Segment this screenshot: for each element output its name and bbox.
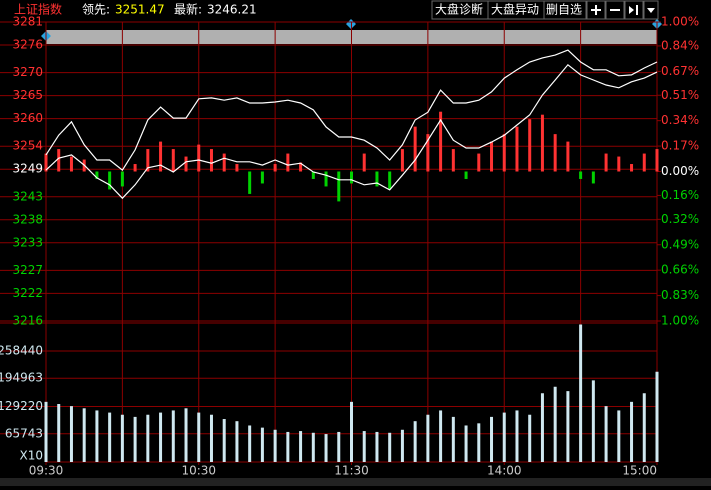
y2-tick-label: 1.00% <box>661 314 699 328</box>
y-tick-label: 3270 <box>12 65 43 79</box>
lead-value: 3251.47 <box>115 3 165 17</box>
y2-tick-label: 0.83% <box>661 288 699 302</box>
index-name: 上证指数 <box>14 2 62 17</box>
button[interactable] <box>543 0 587 20</box>
button-label[interactable]: 大盘异动 <box>491 2 539 17</box>
x-tick-label: 10:30 <box>181 464 216 478</box>
volume-unit: X10 <box>20 449 44 463</box>
y-tick-label: 3216 <box>12 314 43 328</box>
volume-tick-label: 65743 <box>5 426 43 440</box>
y-tick-label: 3238 <box>12 212 43 226</box>
x-tick-label: 11:30 <box>334 464 369 478</box>
volume-tick-label: 258440 <box>0 343 43 357</box>
button-label[interactable]: 大盘诊断 <box>435 2 483 17</box>
price-line <box>45 49 658 171</box>
y-tick-label: 3233 <box>12 235 43 249</box>
y-tick-label: 3243 <box>12 189 43 203</box>
price-line <box>45 63 658 200</box>
y2-tick-label: 0.32% <box>661 212 699 226</box>
window-icons[interactable] <box>586 0 659 20</box>
x-tick-label: 14:00 <box>487 464 522 478</box>
y2-tick-label: 0.34% <box>661 113 699 127</box>
tab-strip <box>0 478 711 486</box>
y-tick-label: 3222 <box>12 286 43 300</box>
y2-tick-label: 0.51% <box>661 88 699 102</box>
y2-tick-label: 0.66% <box>661 263 699 277</box>
y2-tick-label: 1.00% <box>661 15 699 29</box>
last-value: 3246.21 <box>207 3 257 17</box>
y2-tick-label: 0.84% <box>661 38 699 52</box>
y-tick-label: 3276 <box>12 38 43 52</box>
y-tick-label: 3227 <box>12 263 43 277</box>
y2-tick-label: 0.00% <box>661 164 699 178</box>
x-tick-label: 09:30 <box>29 464 64 478</box>
last-label: 最新: <box>174 2 202 17</box>
x-tick-label: 15:00 <box>622 464 657 478</box>
y-tick-label: 3265 <box>12 88 43 102</box>
y-tick-label: 3281 <box>12 15 43 29</box>
lead-label: 领先: <box>82 3 110 17</box>
y2-tick-label: 0.16% <box>661 188 699 202</box>
y2-tick-label: 0.49% <box>661 237 699 251</box>
button-label[interactable]: 删自选 <box>546 3 582 17</box>
volume-tick-label: 129220 <box>0 399 43 413</box>
volume-tick-label: 194963 <box>0 371 43 385</box>
y2-tick-label: 0.17% <box>661 139 699 153</box>
y-tick-label: 3249 <box>12 162 43 176</box>
y-tick-label: 3260 <box>12 111 43 125</box>
y2-tick-label: 0.67% <box>661 64 699 78</box>
y-tick-label: 3254 <box>12 139 43 153</box>
